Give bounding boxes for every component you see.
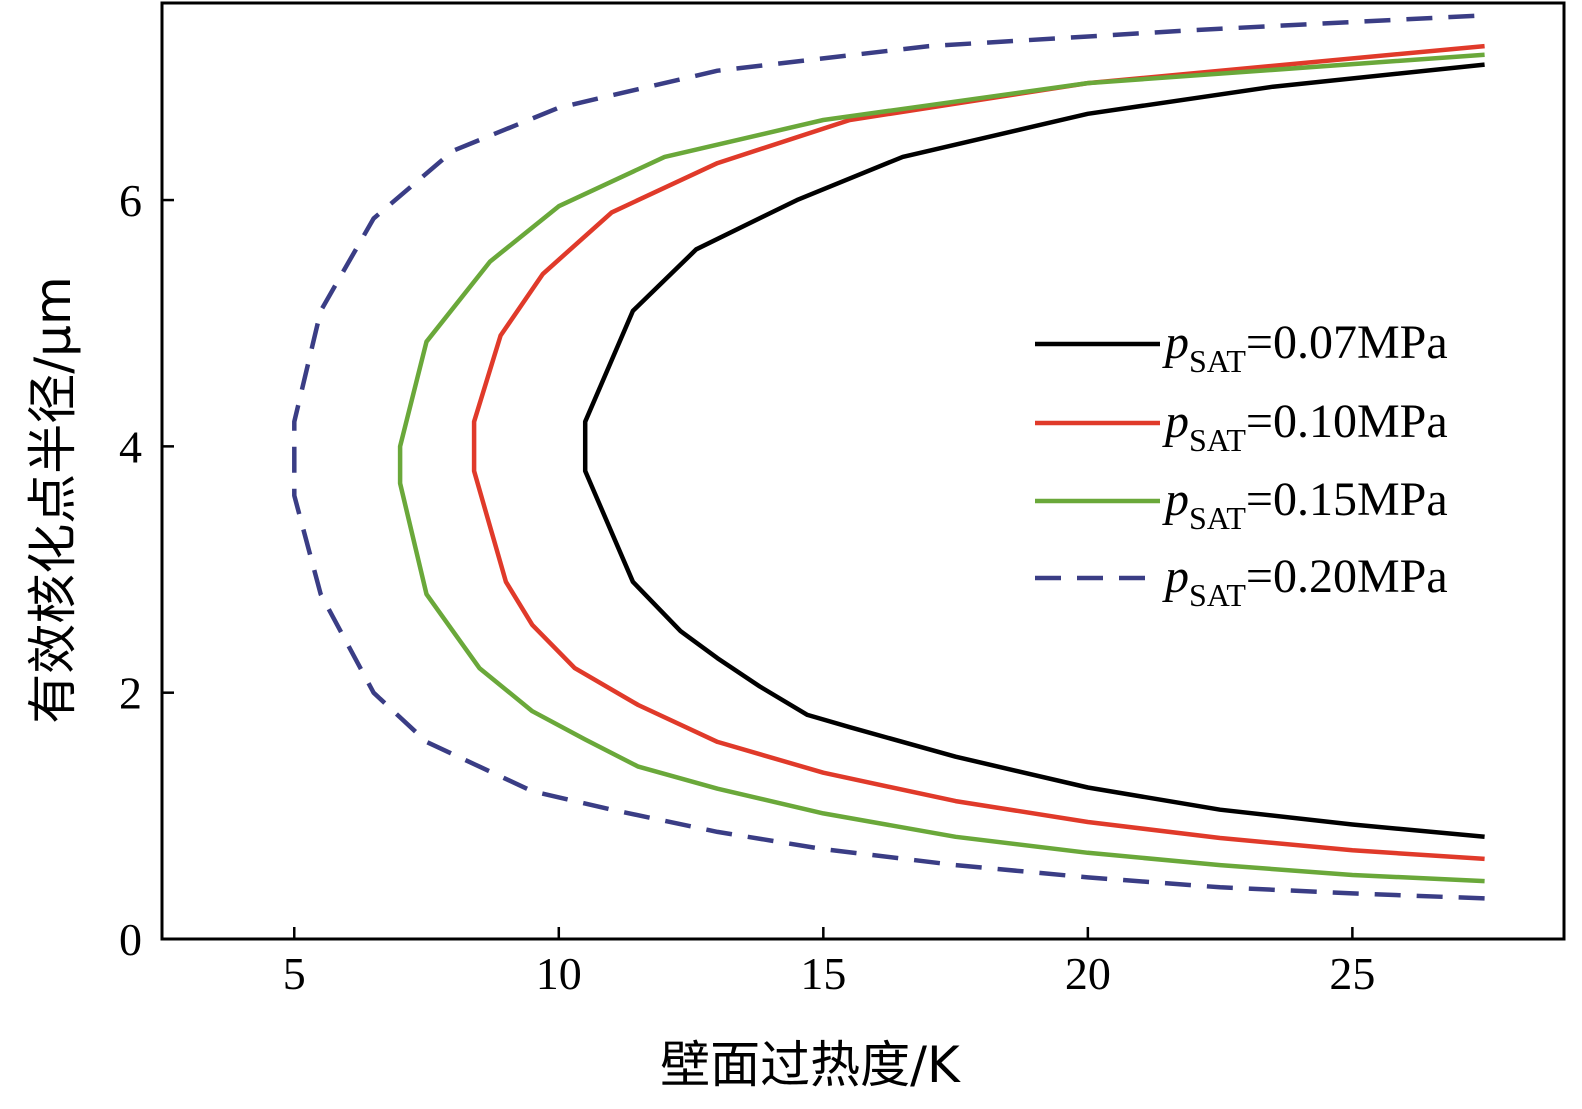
series-line-2 [397, 52, 1485, 884]
legend-label-1: pSAT=0.10MPa [1162, 395, 1448, 458]
y-tick-label-2: 4 [119, 421, 142, 472]
legend-label-2: pSAT=0.15MPa [1162, 473, 1448, 536]
x-tick-label-0: 5 [283, 948, 306, 999]
y-axis-title: 有效核化点半径/μm [24, 276, 82, 723]
series-line-1 [471, 43, 1485, 862]
legend: pSAT=0.07MPa pSAT=0.10MPa pSAT=0.15MPa pSAT… [1035, 316, 1448, 613]
legend-label-0: pSAT=0.07MPa [1162, 316, 1448, 379]
y-tick-label-1: 2 [119, 668, 142, 719]
x-tick-label-3: 20 [1065, 948, 1111, 999]
x-tick-label-2: 15 [800, 948, 846, 999]
x-axis-title: 壁面过热度/K [660, 1036, 961, 1094]
series-layer [292, 13, 1485, 901]
y-tick-label-0: 0 [119, 914, 142, 965]
x-axis: 5 10 15 20 25 [283, 927, 1375, 999]
plot-frame [160, 1, 1566, 941]
legend-label-3: pSAT=0.20MPa [1162, 550, 1448, 613]
x-tick-label-4: 25 [1329, 948, 1375, 999]
x-tick-label-1: 10 [536, 948, 582, 999]
series-line-3 [292, 13, 1485, 901]
y-axis: 0 2 4 6 [119, 175, 174, 965]
series-line-0 [582, 62, 1485, 840]
y-tick-label-3: 6 [119, 175, 142, 226]
